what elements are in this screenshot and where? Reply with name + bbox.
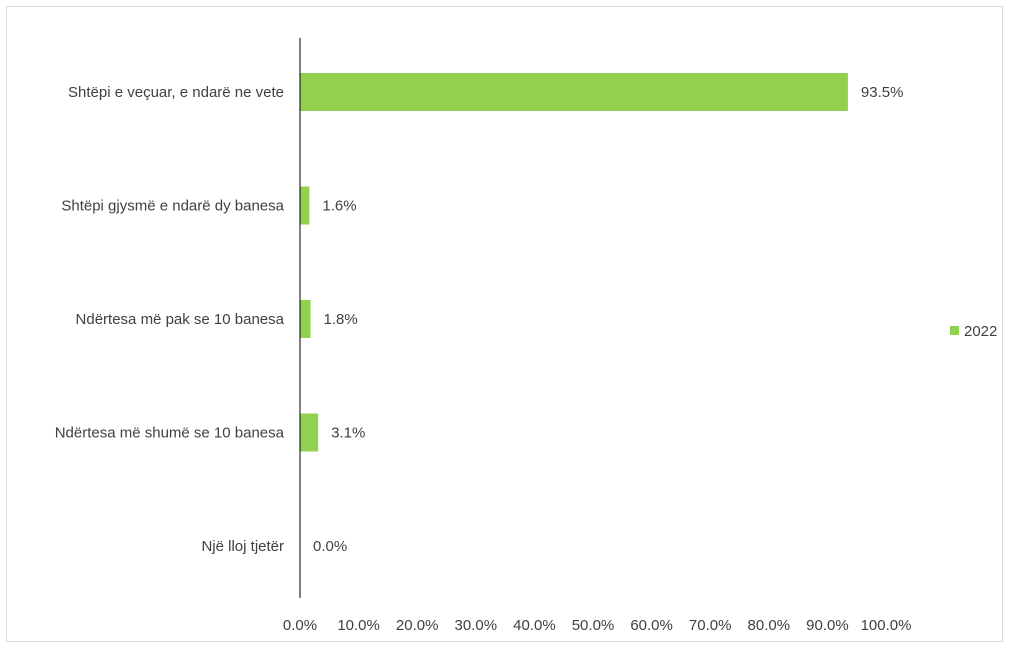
x-tick-label: 50.0%	[572, 617, 615, 634]
labels-layer: Shtëpi e veçuar, e ndarë ne vete 93.5% Sht…	[55, 84, 904, 555]
x-tick-label: 100.0%	[861, 617, 912, 634]
value-label-ndertesa-me-shume-se-10-banesa: 3.1%	[331, 425, 365, 442]
x-tick-label: 20.0%	[396, 617, 439, 634]
value-label-nje-lloj-tjeter: 0.0%	[313, 538, 347, 555]
x-tick-label: 70.0%	[689, 617, 732, 634]
value-label-shtepi-e-vecuar-e-ndare-ne-vete: 93.5%	[861, 84, 904, 101]
category-label-ndertesa-me-pak-se-10-banesa: Ndërtesa më pak se 10 banesa	[76, 311, 285, 328]
x-tick-label: 10.0%	[337, 617, 380, 634]
x-tick-label: 90.0%	[806, 617, 849, 634]
legend: 2022	[950, 323, 997, 340]
bar-shtepi-gjysme-e-ndare-dy-banesa	[300, 186, 310, 225]
x-axis-ticks: 0.0% 10.0% 20.0% 30.0% 40.0% 50.0% 60.0% 70.0% 8…	[283, 617, 912, 634]
x-tick-label: 60.0%	[630, 617, 673, 634]
value-label-ndertesa-me-pak-se-10-banesa: 1.8%	[324, 311, 358, 328]
category-label-shtepi-gjysme-e-ndare-dy-banesa: Shtëpi gjysmë e ndarë dy banesa	[61, 198, 284, 215]
bar-ndertesa-me-shume-se-10-banesa	[300, 413, 319, 452]
legend-swatch	[950, 326, 959, 335]
category-label-nje-lloj-tjeter: Një lloj tjetër	[201, 538, 284, 555]
category-label-ndertesa-me-shume-se-10-banesa: Ndërtesa më shumë se 10 banesa	[55, 425, 285, 442]
bar-shtepi-e-vecuar-e-ndare-ne-vete	[300, 73, 848, 111]
x-tick-label: 40.0%	[513, 617, 556, 634]
value-label-shtepi-gjysme-e-ndare-dy-banesa: 1.6%	[322, 198, 356, 215]
x-tick-label: 30.0%	[455, 617, 498, 634]
x-tick-label: 80.0%	[748, 617, 791, 634]
category-label-shtepi-e-vecuar-e-ndare-ne-vete: Shtëpi e veçuar, e ndarë ne vete	[68, 84, 284, 101]
x-tick-label: 0.0%	[283, 617, 317, 634]
bar-ndertesa-me-pak-se-10-banesa	[300, 300, 311, 338]
chart-frame	[6, 6, 1003, 642]
bars-layer	[300, 73, 848, 452]
legend-label: 2022	[964, 323, 997, 340]
